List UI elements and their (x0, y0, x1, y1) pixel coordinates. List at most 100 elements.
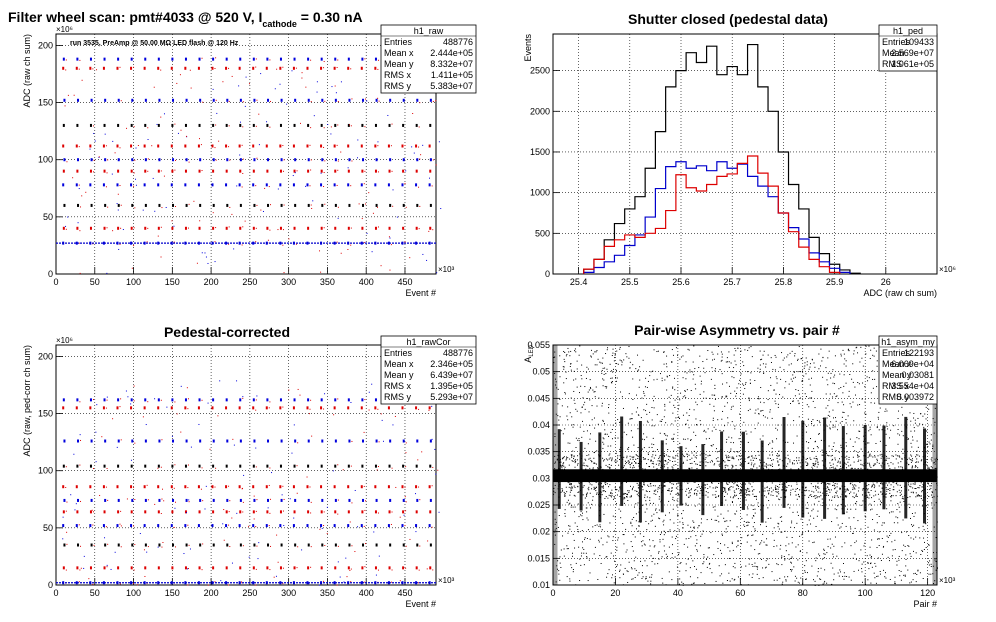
data-point (395, 486, 397, 488)
x-tick-label: 400 (359, 277, 374, 287)
data-point (797, 400, 799, 402)
data-point (185, 498, 188, 502)
data-point (653, 450, 655, 452)
data-point (316, 81, 318, 83)
data-point (267, 543, 270, 547)
data-point (651, 419, 653, 421)
data-point (789, 459, 791, 461)
data-point (241, 144, 243, 146)
data-point (814, 474, 816, 476)
data-point (817, 447, 819, 449)
stats-box-frame (380, 335, 477, 405)
data-point (681, 513, 683, 515)
data-point (740, 578, 742, 580)
data-point (252, 510, 255, 514)
data-point (900, 486, 902, 488)
data-point (574, 522, 576, 524)
data-point (769, 471, 771, 473)
data-point (864, 542, 866, 544)
data-point (283, 524, 285, 526)
data-point (184, 226, 187, 230)
data-point (334, 226, 337, 230)
data-point (820, 439, 822, 441)
data-point (673, 522, 675, 524)
data-point (774, 369, 776, 371)
data-point (807, 418, 809, 420)
data-point (634, 490, 636, 492)
data-point (696, 476, 698, 478)
data-point (754, 379, 756, 381)
data-point (663, 485, 665, 487)
data-point (877, 455, 879, 457)
data-point (860, 479, 862, 481)
data-point (558, 570, 560, 572)
data-point (593, 391, 595, 393)
data-point (931, 473, 933, 475)
data-point (586, 537, 588, 539)
data-point (349, 521, 351, 523)
data-point (714, 494, 716, 496)
data-point (836, 395, 838, 397)
data-point (834, 355, 836, 357)
data-point (306, 476, 308, 478)
data-point (231, 562, 233, 564)
data-point (696, 463, 698, 465)
data-point (95, 461, 97, 463)
data-point (788, 485, 790, 487)
data-point (791, 478, 793, 480)
data-point (628, 492, 630, 494)
data-point (641, 577, 643, 579)
data-point (92, 68, 94, 70)
data-point (654, 545, 656, 547)
data-point (601, 494, 603, 496)
data-point (651, 406, 653, 408)
data-point (640, 541, 642, 543)
data-point (576, 368, 578, 370)
data-point (829, 483, 831, 485)
data-point (785, 580, 787, 582)
x-tick-label: 100 (126, 588, 141, 598)
data-point (739, 379, 741, 381)
data-point (364, 566, 366, 568)
data-point (154, 503, 156, 505)
data-point (402, 98, 405, 102)
data-point (907, 438, 909, 440)
data-point (228, 146, 230, 148)
data-point (777, 522, 779, 524)
data-point (163, 113, 165, 115)
data-point (405, 510, 407, 512)
data-point (749, 483, 751, 485)
data-point (778, 473, 780, 475)
data-point (739, 490, 741, 492)
data-point (587, 465, 589, 467)
data-point (564, 493, 566, 495)
data-point (770, 361, 772, 363)
data-point (631, 475, 633, 477)
data-point (432, 466, 434, 468)
data-point (906, 458, 908, 460)
data-point (678, 482, 680, 484)
data-point (767, 390, 769, 392)
data-point (729, 480, 731, 482)
data-point (889, 437, 891, 439)
data-point (826, 454, 828, 456)
y-tick-label: 0.01 (532, 580, 550, 590)
data-point (730, 408, 732, 410)
data-point (870, 562, 872, 564)
data-point (797, 544, 799, 546)
data-point (816, 515, 818, 517)
data-point (258, 542, 260, 544)
x-tick-label: 150 (165, 588, 180, 598)
data-point (695, 434, 697, 436)
data-point (668, 512, 670, 514)
data-point (914, 466, 916, 468)
data-point (79, 401, 81, 403)
data-point (320, 172, 322, 174)
stats-title: h1_rawCor (406, 337, 450, 347)
data-point (580, 564, 582, 566)
data-point (905, 558, 907, 560)
data-point (591, 484, 593, 486)
data-point (361, 218, 363, 220)
data-point (679, 399, 681, 401)
data-point (555, 581, 557, 583)
